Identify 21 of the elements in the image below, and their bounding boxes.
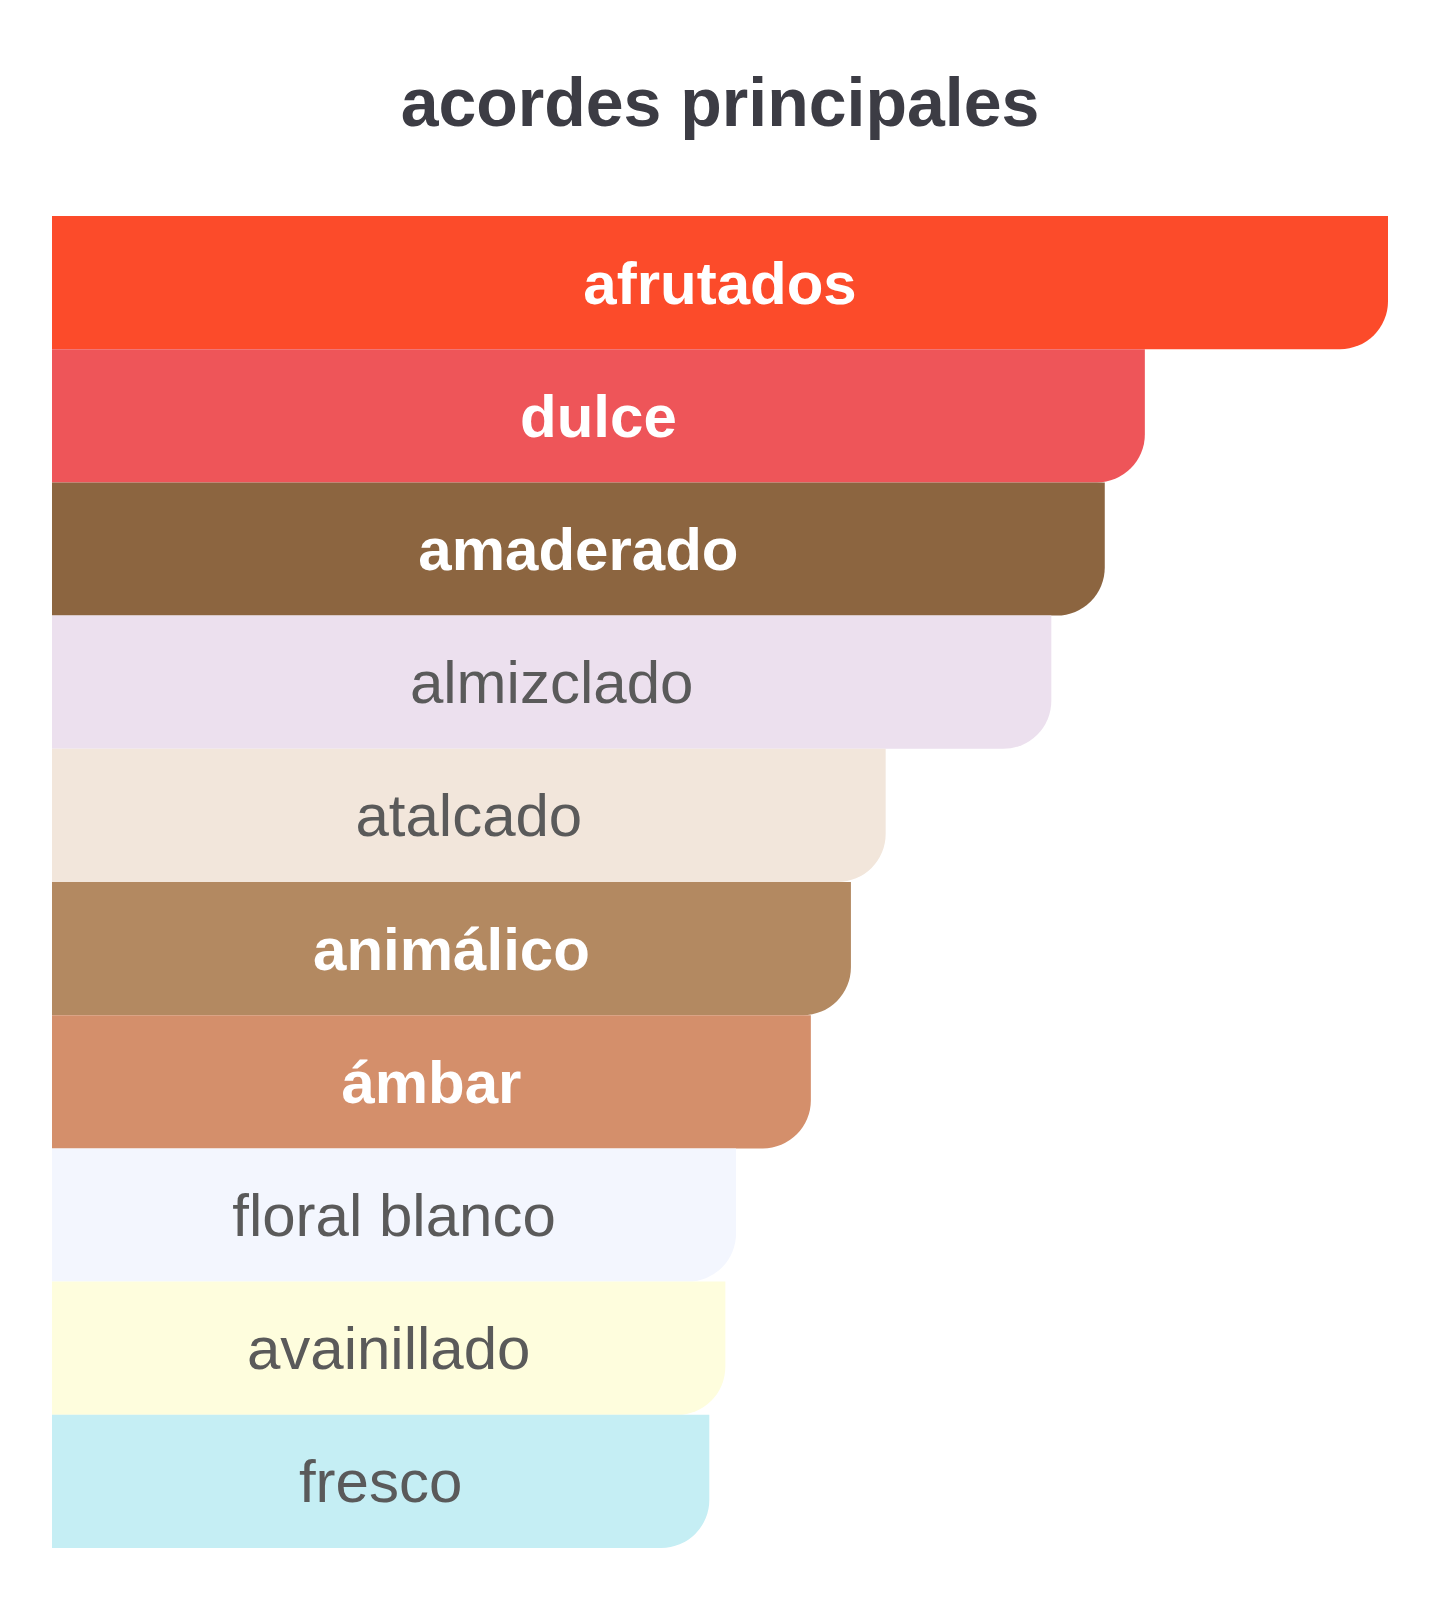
bar — [52, 216, 1388, 350]
y-tick-label: animálico — [313, 915, 590, 983]
bar — [52, 482, 1105, 616]
bar — [52, 349, 1145, 483]
y-tick-label: ámbar — [341, 1048, 522, 1116]
bar — [52, 748, 886, 882]
y-tick-label: amaderado — [418, 516, 739, 583]
bar — [52, 1281, 726, 1415]
y-tick-label: almizclado — [409, 649, 694, 717]
y-tick-label: atalcado — [355, 782, 583, 850]
y-tick-label: avainillado — [246, 1315, 531, 1383]
y-tick-label: afrutados — [583, 249, 857, 317]
chart-title: acordes principales — [400, 64, 1040, 140]
bar — [52, 1015, 811, 1149]
bar — [52, 1148, 737, 1282]
y-tick-label: floral blanco — [232, 1182, 556, 1249]
bar — [52, 615, 1052, 749]
bar — [52, 1414, 710, 1548]
y-tick-label: dulce — [520, 382, 677, 450]
y-tick-label: fresco — [298, 1448, 463, 1516]
bar — [52, 882, 851, 1016]
